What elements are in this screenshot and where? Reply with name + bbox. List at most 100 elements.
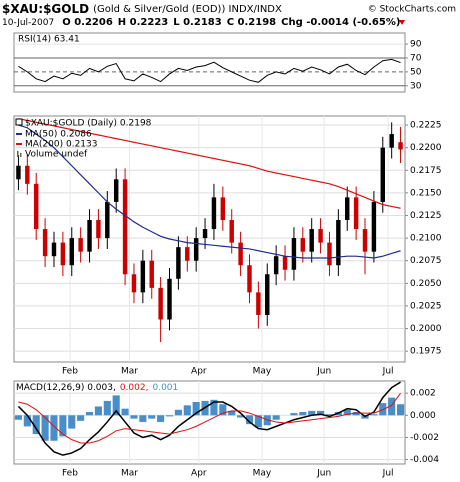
candle-body	[176, 247, 181, 279]
histogram-bar	[397, 404, 405, 416]
legend: MACD(12,26,9) 0.003, 0.002, 0.001	[16, 383, 178, 393]
quote-line: 10-Jul-2007 O 0.2206 H 0.2223 L 0.2183 C 0.2…	[2, 17, 400, 28]
y-tick-label: 0.002	[410, 389, 436, 399]
candle-body	[380, 147, 386, 202]
series-line	[18, 392, 401, 444]
histogram-bar	[237, 415, 245, 418]
histogram-bar	[254, 415, 262, 428]
histogram-bar	[290, 413, 298, 416]
histogram-bar	[343, 409, 351, 416]
description: (Gold & Silver/Gold (EOD)) INDX/INDX	[93, 4, 282, 15]
histogram-bar	[183, 405, 191, 416]
candle-body	[247, 265, 252, 293]
legend-box	[15, 118, 23, 126]
candle-body	[353, 197, 359, 230]
close: C 0.2198	[227, 17, 276, 28]
y-tick-label: 70	[410, 53, 422, 63]
histogram-bar	[299, 411, 307, 416]
x-tick-label: Jun	[316, 367, 331, 377]
x-tick-label: Apr	[191, 469, 207, 479]
down-arrow	[399, 20, 405, 25]
y-tick-label: 0.000	[410, 411, 436, 421]
x-tick-label: Feb	[62, 469, 78, 479]
series-line	[17, 381, 401, 456]
low: L 0.2183	[173, 17, 221, 28]
legend-label: 0.001	[152, 383, 178, 393]
date: 10-Jul-2007	[2, 18, 54, 28]
legend-label: 0.002,	[120, 383, 149, 393]
candle-body	[229, 220, 234, 243]
histogram-bar	[370, 414, 378, 416]
panel-title: RSI(14) 63.41	[18, 35, 80, 45]
x-tick-label: Jul	[382, 367, 394, 377]
y-tick-label: 0.2075	[410, 256, 442, 266]
histogram-bar	[50, 415, 58, 441]
volume-icon	[20, 153, 22, 157]
y-tick-label: -0.004	[410, 455, 439, 465]
histogram-bar	[94, 406, 102, 416]
candle-body	[16, 165, 21, 180]
histogram-bar	[245, 415, 254, 425]
volume-icon	[17, 151, 19, 157]
histogram-bar	[219, 404, 227, 416]
histogram-bar	[32, 415, 40, 435]
candle-body	[265, 274, 270, 315]
x-tick-label: Apr	[191, 367, 207, 377]
histogram-bar	[228, 410, 236, 416]
histogram-bar	[41, 415, 49, 441]
y-tick-label: 0.2000	[410, 324, 442, 334]
histogram-bar	[59, 415, 67, 437]
copyright: © StockCharts.com	[368, 5, 456, 15]
histogram-bar	[14, 415, 22, 420]
y-tick-label: -0.002	[410, 433, 439, 443]
candle-body	[105, 201, 110, 239]
candle-body	[300, 238, 306, 252]
y-tick-label: 0.2050	[410, 279, 442, 289]
histogram-bar	[325, 414, 334, 416]
candle-body	[122, 179, 128, 275]
histogram-bar	[174, 409, 182, 416]
candle-body	[318, 229, 323, 243]
candle-body	[273, 256, 279, 275]
panel	[13, 380, 406, 465]
candle-body	[33, 183, 39, 230]
change: Chg -0.0014 (-0.65%)	[281, 17, 400, 28]
x-tick-label: Mar	[121, 469, 138, 479]
x-tick-label: May	[253, 367, 272, 377]
histogram-bar	[263, 415, 271, 426]
candle-body	[25, 165, 30, 184]
candle-body	[371, 201, 377, 252]
legend-label: Volume undef	[25, 150, 88, 160]
histogram-bar	[272, 415, 280, 420]
y-tick-label: 0.2150	[410, 188, 442, 198]
y-tick-label: 0.1975	[410, 347, 442, 357]
y-tick-label: 0.2100	[410, 234, 442, 244]
histogram-bar	[192, 402, 200, 416]
x-tick-label: Feb	[62, 367, 78, 377]
candle-body	[336, 220, 341, 266]
high: H 0.2223	[118, 17, 168, 28]
candle-body	[158, 287, 163, 320]
candle-body	[398, 142, 403, 150]
x-tick-label: Jul	[382, 469, 394, 479]
x-tick-label: May	[253, 469, 272, 479]
candle-body	[140, 260, 146, 293]
histogram-bar	[23, 415, 31, 427]
y-tick-label: 0.2175	[410, 166, 442, 176]
candle-body	[78, 238, 83, 252]
y-tick-label: 50	[410, 67, 422, 77]
histogram-bar	[210, 399, 218, 416]
candle-body	[362, 229, 368, 252]
candle-body	[60, 242, 66, 266]
histogram-bar	[121, 408, 129, 416]
candle-body	[42, 229, 48, 257]
candle-body	[167, 278, 172, 320]
y-tick-label: 0.2200	[410, 143, 442, 153]
histogram-bar	[352, 411, 360, 416]
histogram-bar	[157, 415, 165, 422]
legend-label: MA(200) 0.2133	[25, 140, 97, 150]
candle-body	[345, 197, 350, 221]
header-line: $XAU:$GOLD (Gold & Silver/Gold (EOD)) IND…	[2, 2, 282, 16]
candle-body	[282, 256, 288, 270]
candle-body	[193, 238, 199, 261]
